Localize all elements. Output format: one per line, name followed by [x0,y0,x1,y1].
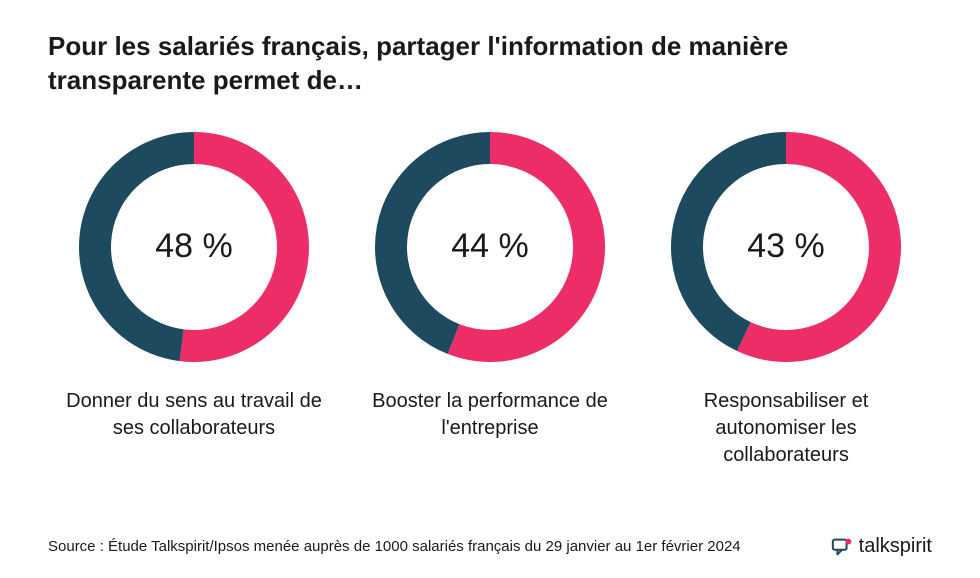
donut-value-0: 48 % [79,132,309,362]
page-title: Pour les salariés français, partager l'i… [48,30,932,98]
chart-item-1: 44 % Booster la performance de l'entrepr… [352,132,628,521]
chart-label-2: Responsabiliser et autonomiser les colla… [656,388,916,469]
donut-chart-0: 48 % [79,132,309,362]
source-text: Source : Étude Talkspirit/Ipsos menée au… [48,538,741,555]
brand: talkspirit [831,535,932,558]
donut-chart-1: 44 % [375,132,605,362]
chart-item-0: 48 % Donner du sens au travail de ses co… [56,132,332,521]
charts-row: 48 % Donner du sens au travail de ses co… [48,132,932,521]
brand-icon [831,536,853,558]
donut-value-2: 43 % [671,132,901,362]
chart-item-2: 43 % Responsabiliser et autonomiser les … [648,132,924,521]
donut-chart-2: 43 % [671,132,901,362]
footer: Source : Étude Talkspirit/Ipsos menée au… [48,521,932,558]
brand-name: talkspirit [859,535,932,558]
chart-label-0: Donner du sens au travail de ses collabo… [64,388,324,442]
donut-value-1: 44 % [375,132,605,362]
infographic-container: Pour les salariés français, partager l'i… [0,0,980,578]
chart-label-1: Booster la performance de l'entreprise [360,388,620,442]
